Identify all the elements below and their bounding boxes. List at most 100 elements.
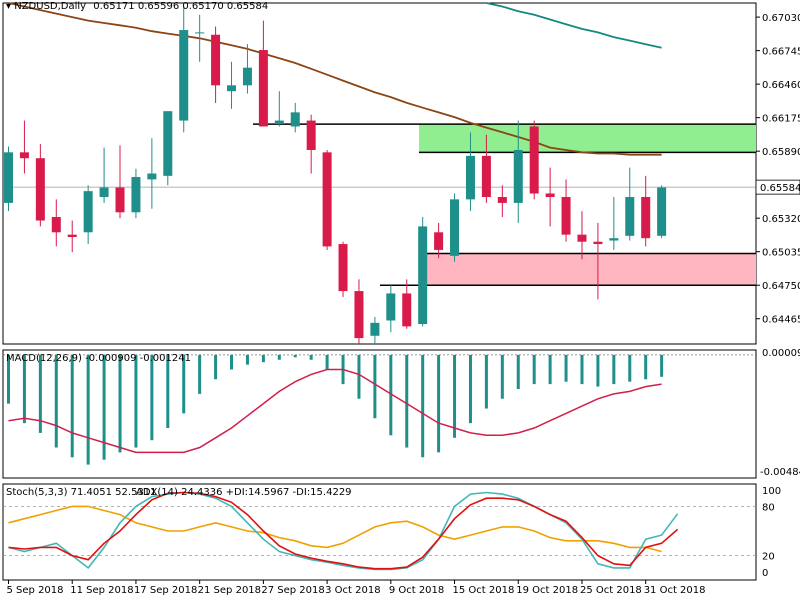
candle-body [163,111,173,176]
candle-body [450,199,460,256]
candle-body [67,234,77,237]
price-axis-label: 0.65035 [762,248,800,259]
macd-histogram-bar [580,354,584,385]
macd-signal-line [8,368,662,454]
candle-body [641,197,651,239]
candle-body [35,158,45,221]
macd-histogram-bar [389,354,393,436]
macd-histogram-bar [421,354,425,458]
candle-body [211,34,221,86]
macd-axis-label: -0.004846 [760,467,800,478]
candle-body [465,155,475,200]
price-axis-label: 0.65320 [762,214,800,225]
macd-histogram-bar [453,354,457,438]
macd-histogram-bar [405,354,409,448]
macd-histogram-bar [644,354,648,380]
resistance-zone [419,124,756,153]
candle-body [577,234,587,242]
macd-histogram-bar [516,354,520,390]
stoch-panel-frame [2,483,757,581]
ohlc-readout: 0.65171 0.65596 0.65170 0.65584 [93,1,269,12]
candle-body [545,193,555,198]
x-axis-label: 3 Oct 2018 [325,585,380,596]
candle-body [131,177,141,213]
current-price-box [755,179,800,195]
macd-histogram-bar [357,354,361,399]
candle-body [99,187,109,198]
candle-body [354,291,364,339]
candle-body [625,197,635,236]
x-axis-label: 17 Sep 2018 [134,585,197,596]
candle-body [609,238,619,241]
macd-histogram-bar [532,354,536,385]
macd-histogram-bar [214,354,218,380]
macd-histogram-bar [660,354,664,377]
candle-body [19,152,29,159]
macd-histogram-bar [500,354,504,399]
macd-histogram-bar [86,354,90,465]
x-axis-label: 5 Sep 2018 [7,585,64,596]
macd-histogram-bar [293,354,297,358]
macd-histogram-bar [150,354,154,441]
candle-body [179,30,189,121]
macd-histogram-bar [612,354,616,385]
macd-histogram-bar [628,354,632,382]
ma-slow-line [486,2,662,49]
x-axis-label: 15 Oct 2018 [453,585,515,596]
candle-body [306,120,316,150]
dropdown-arrow-icon[interactable]: ▾ [6,1,12,12]
candle-body [4,152,13,203]
candle-body [290,112,300,127]
macd-histogram-bar [484,354,488,409]
stoch-axis-label: 0 [762,568,768,579]
x-axis-label: 21 Sep 2018 [198,585,261,596]
price-axis-label: 0.67030 [762,13,800,24]
candle-body [83,191,93,233]
candle-body [593,241,603,245]
stoch-signal-line [8,491,679,570]
candle-body [370,322,380,336]
macd-histogram-bar [468,354,472,424]
candle-body [115,187,125,213]
candle-body [51,217,61,233]
chart-title: ▾ NZDUSD,Daily 0.65171 0.65596 0.65170 0… [6,1,268,12]
candle-body [561,197,571,235]
candle-body [481,155,491,198]
macd-histogram-bar [54,354,58,448]
macd-histogram-bar [198,354,202,394]
stoch-title: Stoch(5,3,3) 71.4051 52.5311 [6,487,157,498]
macd-histogram-bar [134,354,138,448]
candle-body [497,197,507,203]
price-axis-label: 0.66175 [762,114,800,125]
macd-histogram-bar [38,354,42,433]
candle-body [242,67,252,86]
candle-body [322,152,332,247]
candle-body [434,232,444,250]
price-panel-frame [2,2,757,345]
macd-histogram-bar [7,354,10,404]
candle-body [227,85,237,92]
macd-histogram-bar [564,354,568,382]
candle-body [274,120,284,125]
candle-body [513,149,523,203]
macd-histogram-bar [102,354,106,460]
macd-histogram-bar [70,354,74,458]
stoch-axis-label: 100 [762,486,781,497]
macd-histogram-bar [22,354,26,424]
macd-axis-label: 0.000098 [762,348,800,359]
macd-histogram-bar [437,354,441,453]
macd-histogram-bar [277,354,281,360]
stoch-main-line [8,491,679,571]
x-axis-label: 25 Oct 2018 [580,585,642,596]
adx-title: ADX(14) 24.4336 +DI:14.5967 -DI:15.4229 [136,487,352,498]
symbol-label: NZDUSD,Daily [14,1,87,12]
price-axis-label: 0.66745 [762,47,800,58]
candle-body [195,32,205,34]
ma-fast-line [8,2,662,156]
macd-histogram-bar [245,354,249,365]
macd-histogram-bar [309,354,313,360]
candle-body [338,244,348,292]
stoch-axis-label: 20 [762,552,775,563]
